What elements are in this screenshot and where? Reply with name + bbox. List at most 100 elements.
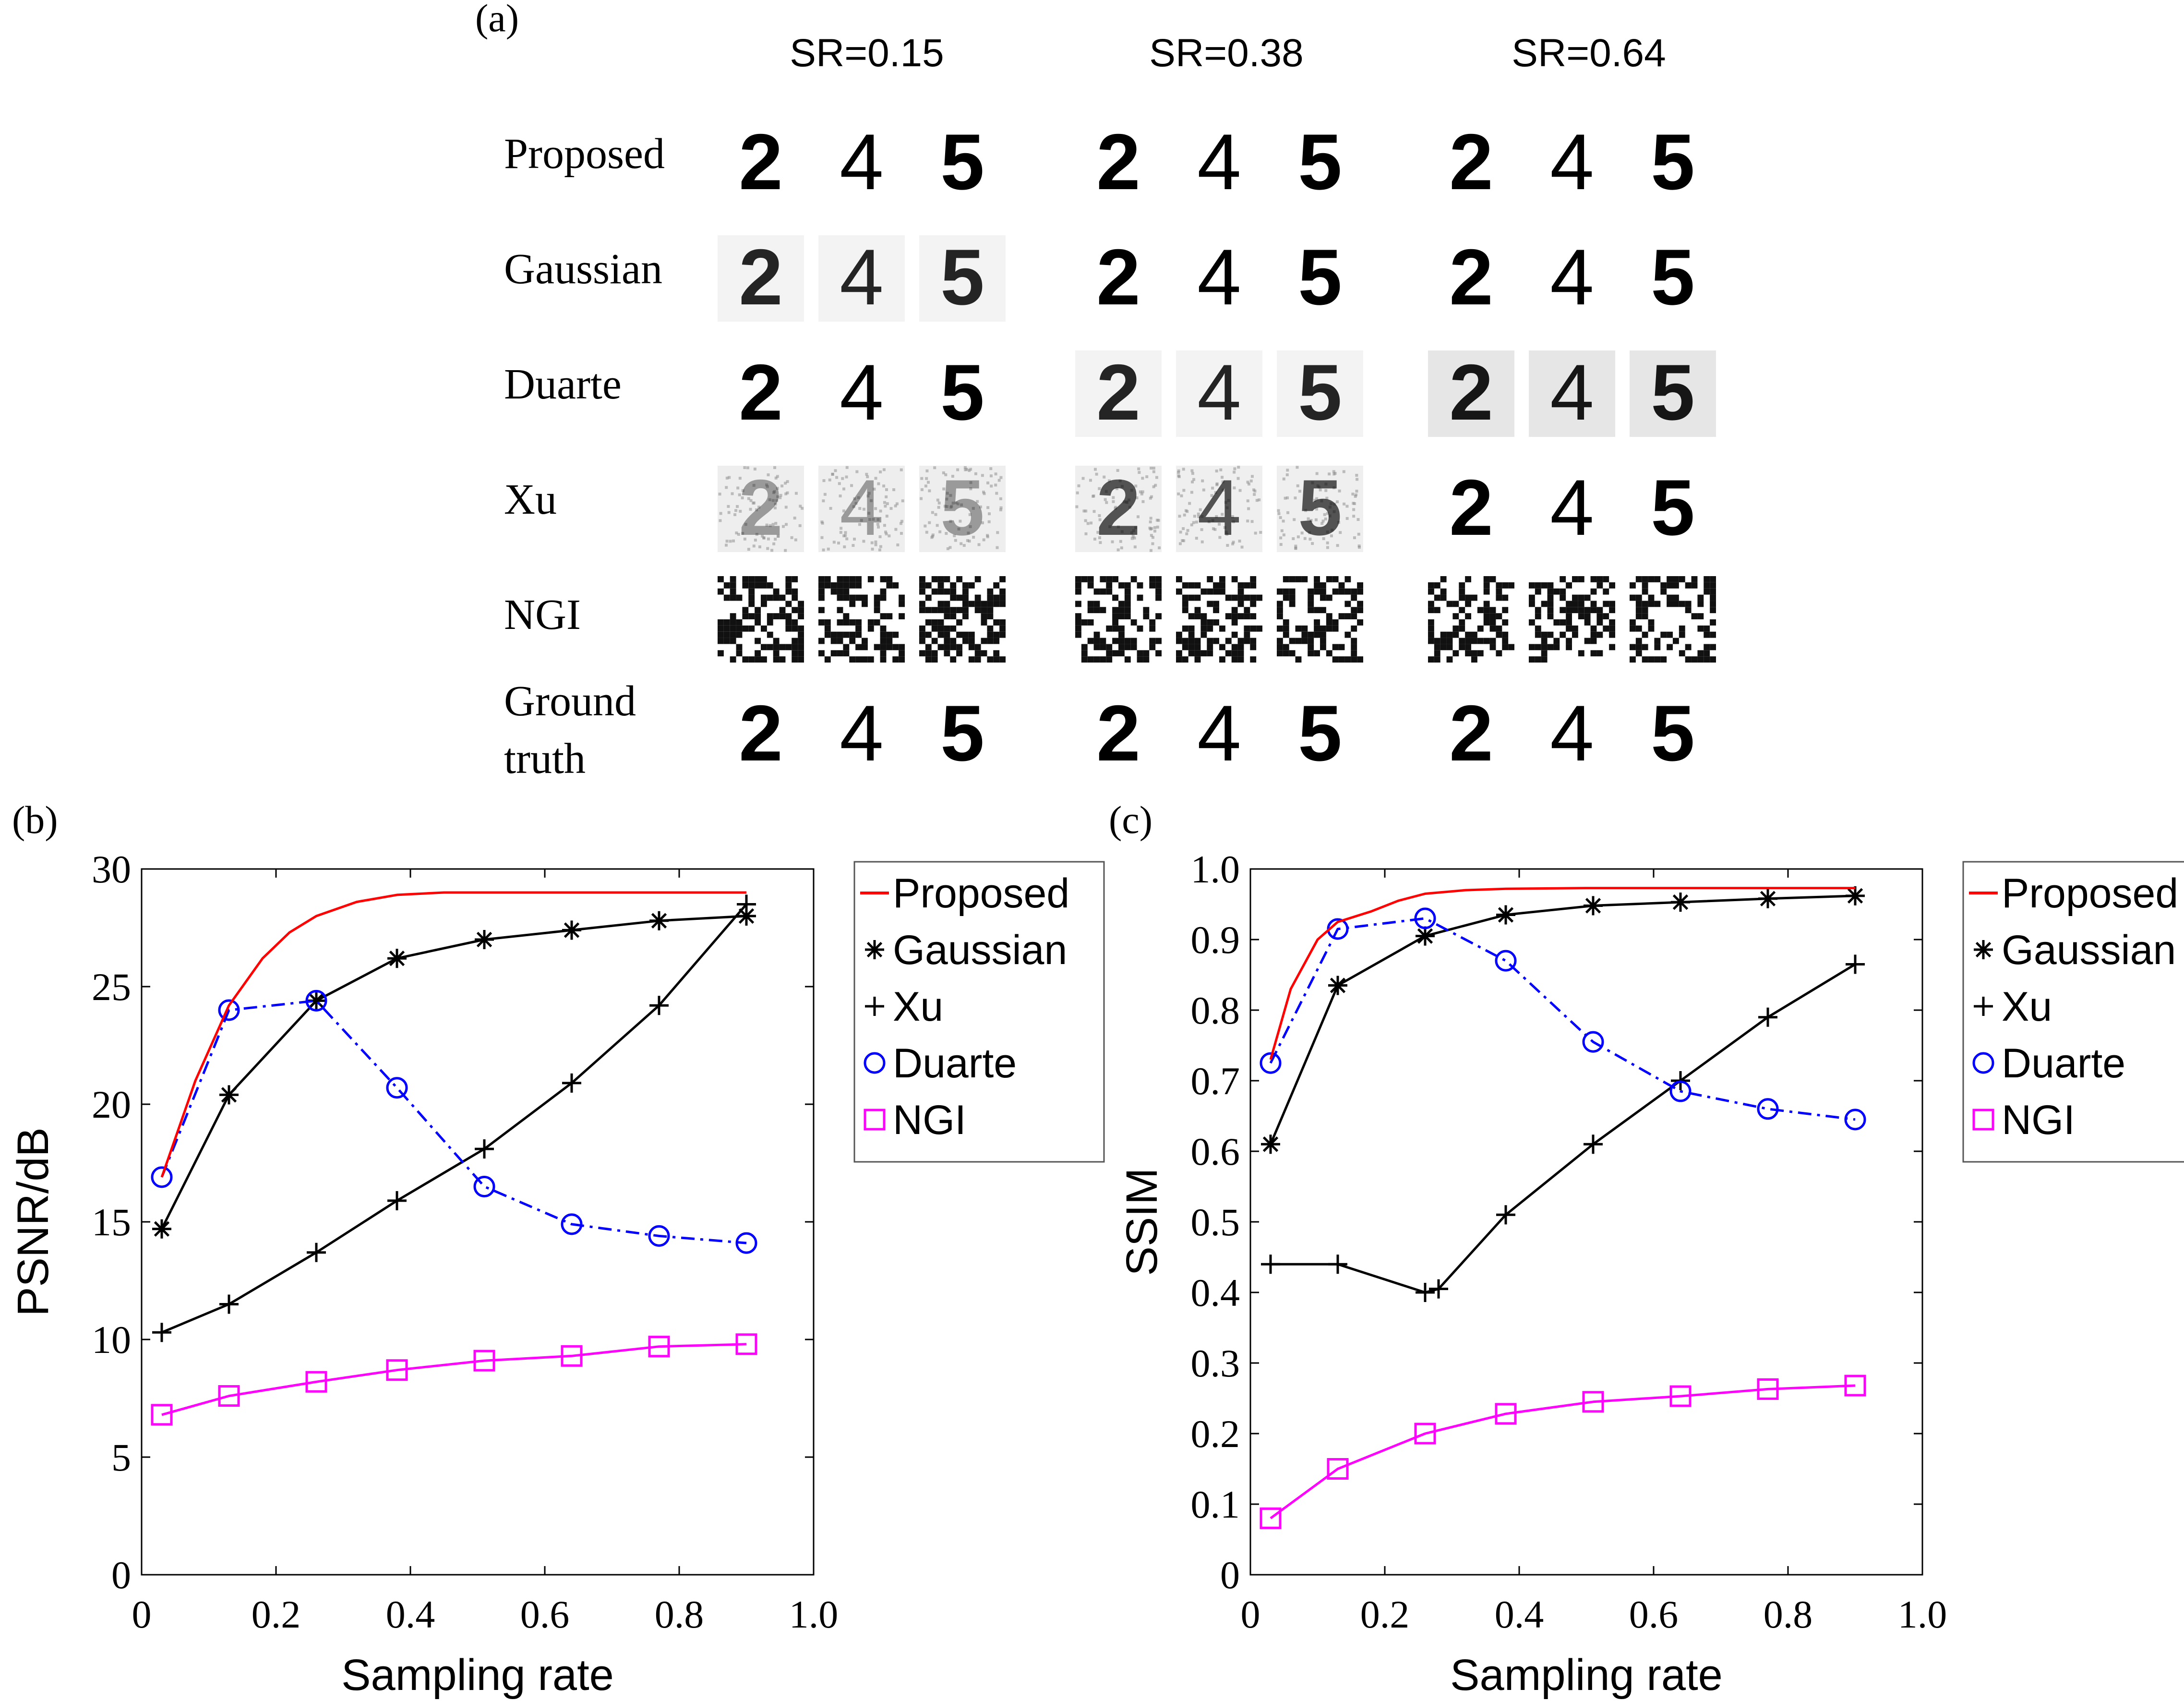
noise-pixel	[1697, 594, 1704, 601]
noise-pixel	[871, 547, 874, 551]
noise-pixel	[968, 469, 971, 472]
noise-pixel	[877, 482, 880, 485]
noise-pixel	[900, 519, 904, 523]
noise-pixel	[1155, 594, 1162, 601]
noise-pixel	[1081, 576, 1088, 582]
noise-pixel	[1566, 601, 1572, 607]
noise-pixel	[925, 656, 932, 663]
noise-pixel	[744, 523, 747, 526]
noise-pixel	[892, 644, 899, 651]
noise-pixel	[1232, 541, 1235, 544]
noise-pixel	[849, 656, 856, 663]
noise-pixel	[1149, 619, 1156, 626]
noise-pixel	[944, 631, 950, 638]
noise-pixel	[1194, 607, 1201, 614]
noise-pixel	[1434, 650, 1440, 657]
noise-pixel	[1654, 644, 1661, 651]
noise-pixel	[993, 656, 1000, 663]
noise-pixel	[1081, 477, 1085, 480]
marker-circle	[305, 989, 327, 1012]
noise-pixel	[1351, 644, 1357, 651]
noise-pixel	[1330, 534, 1333, 538]
noise-pixel	[752, 544, 756, 548]
noise-pixel	[1183, 513, 1186, 517]
noise-pixel	[1314, 576, 1320, 582]
noise-pixel	[1314, 650, 1320, 657]
marker-circle	[1495, 950, 1517, 972]
noise-pixel	[852, 505, 855, 508]
noise-pixel	[900, 522, 903, 525]
noise-pixel	[737, 533, 740, 536]
noise-pixel	[963, 466, 967, 469]
noise-pixel	[1143, 656, 1150, 663]
noise-pixel	[1237, 582, 1244, 589]
noise-pixel	[725, 486, 728, 489]
noise-pixel	[1572, 576, 1578, 582]
noise-pixel	[1314, 518, 1318, 521]
noise-pixel	[1289, 601, 1296, 607]
noise-pixel	[855, 594, 862, 601]
noise-pixel	[1182, 607, 1188, 614]
noise-pixel	[1124, 638, 1131, 644]
noise-pixel	[1590, 588, 1597, 595]
noise-pixel	[1100, 576, 1106, 582]
noise-pixel	[1099, 541, 1102, 544]
noise-pixel	[818, 619, 825, 626]
noise-pixel	[1308, 588, 1314, 595]
noise-pixel	[1320, 625, 1326, 632]
marker-circle	[648, 1225, 670, 1247]
noise-pixel	[1197, 515, 1200, 518]
noise-pixel	[1635, 576, 1642, 582]
noise-pixel	[1434, 644, 1440, 651]
noise-pixel	[931, 619, 938, 626]
digit-thumb: 5	[1630, 689, 1716, 778]
noise-pixel	[931, 511, 934, 514]
noise-pixel	[968, 601, 975, 607]
noise-pixel	[956, 576, 962, 582]
noise-pixel	[1553, 588, 1560, 595]
noise-pixel	[1326, 576, 1332, 582]
noise-pixel	[1344, 631, 1351, 638]
noise-pixel	[1483, 576, 1490, 582]
noise-pixel	[1100, 644, 1106, 651]
digit-thumb: 5	[1277, 689, 1363, 778]
noise-pixel	[945, 505, 948, 508]
noise-pixel	[1177, 471, 1180, 474]
noise-pixel	[1075, 588, 1081, 595]
noise-pixel	[925, 619, 932, 626]
noise-pixel	[1356, 518, 1360, 521]
noise-pixel	[1553, 619, 1560, 626]
noise-pixel	[1112, 607, 1118, 614]
panel-a-label: (a)	[475, 0, 519, 40]
noise-pixel	[1155, 638, 1162, 644]
thumb-bg	[919, 691, 1006, 778]
noise-pixel	[919, 576, 925, 582]
noise-pixel	[962, 544, 966, 547]
digit-glyph: 5	[940, 233, 984, 321]
noise-pixel	[1295, 638, 1302, 644]
noise-pixel	[1238, 489, 1242, 492]
noise-pixel	[1710, 656, 1716, 663]
digit-thumb: 2	[1075, 463, 1162, 552]
digit-thumb: 2	[718, 348, 804, 437]
x-tick-label: 0	[1241, 1592, 1260, 1636]
noise-pixel	[773, 466, 777, 469]
noise-pixel	[889, 507, 893, 510]
noise-pixel	[1237, 644, 1244, 651]
noise-pixel	[1093, 607, 1100, 614]
noise-pixel	[1106, 650, 1113, 657]
noise-pixel	[1541, 656, 1548, 663]
noise-pixel	[1483, 588, 1490, 595]
noise-pixel	[969, 468, 972, 471]
noise-pixel	[981, 601, 987, 607]
noise-pixel	[1075, 576, 1081, 582]
noise-pixel	[1630, 625, 1636, 632]
noise-pixel	[1250, 582, 1257, 589]
noise-pixel	[1446, 644, 1453, 651]
thumb-bg	[1075, 120, 1162, 206]
noise-pixel	[755, 638, 761, 644]
noise-pixel	[999, 601, 1006, 607]
noise-pixel	[1535, 631, 1541, 638]
noise-pixel	[1642, 588, 1648, 595]
noise-pixel	[1635, 650, 1642, 657]
